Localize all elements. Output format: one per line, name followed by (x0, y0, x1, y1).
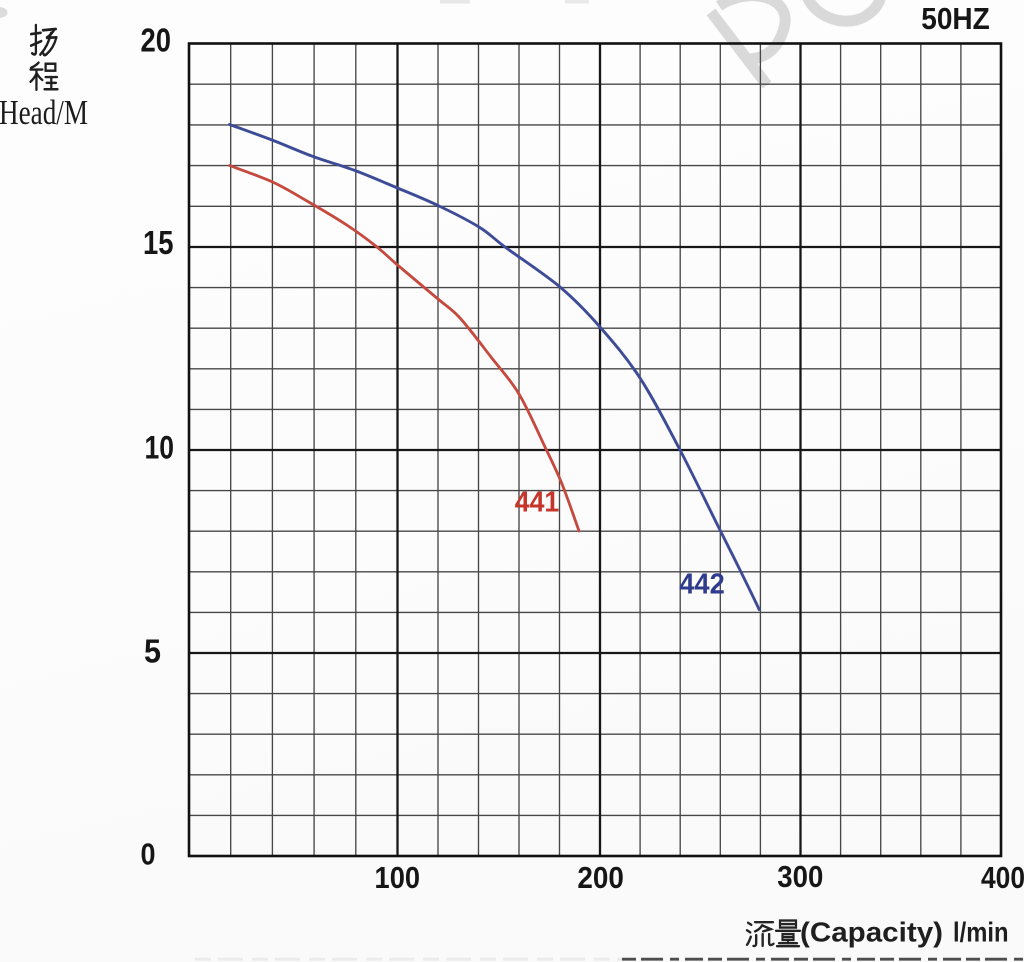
svg-text:50HZ: 50HZ (921, 1, 990, 36)
svg-text:400: 400 (981, 860, 1024, 895)
svg-text:20: 20 (141, 22, 172, 59)
svg-text:442: 442 (679, 569, 725, 601)
svg-text:15: 15 (143, 224, 174, 261)
svg-text:0: 0 (141, 837, 156, 872)
svg-text:(Capacity): (Capacity) (800, 917, 943, 948)
svg-text:10: 10 (145, 430, 175, 466)
svg-text:Head/M: Head/M (0, 93, 88, 132)
svg-text:l/min: l/min (953, 917, 1009, 948)
svg-text:5: 5 (144, 633, 161, 670)
svg-text:300: 300 (777, 859, 823, 894)
svg-text:200: 200 (577, 860, 624, 895)
svg-text:100: 100 (375, 860, 421, 895)
svg-text:441: 441 (515, 487, 560, 519)
